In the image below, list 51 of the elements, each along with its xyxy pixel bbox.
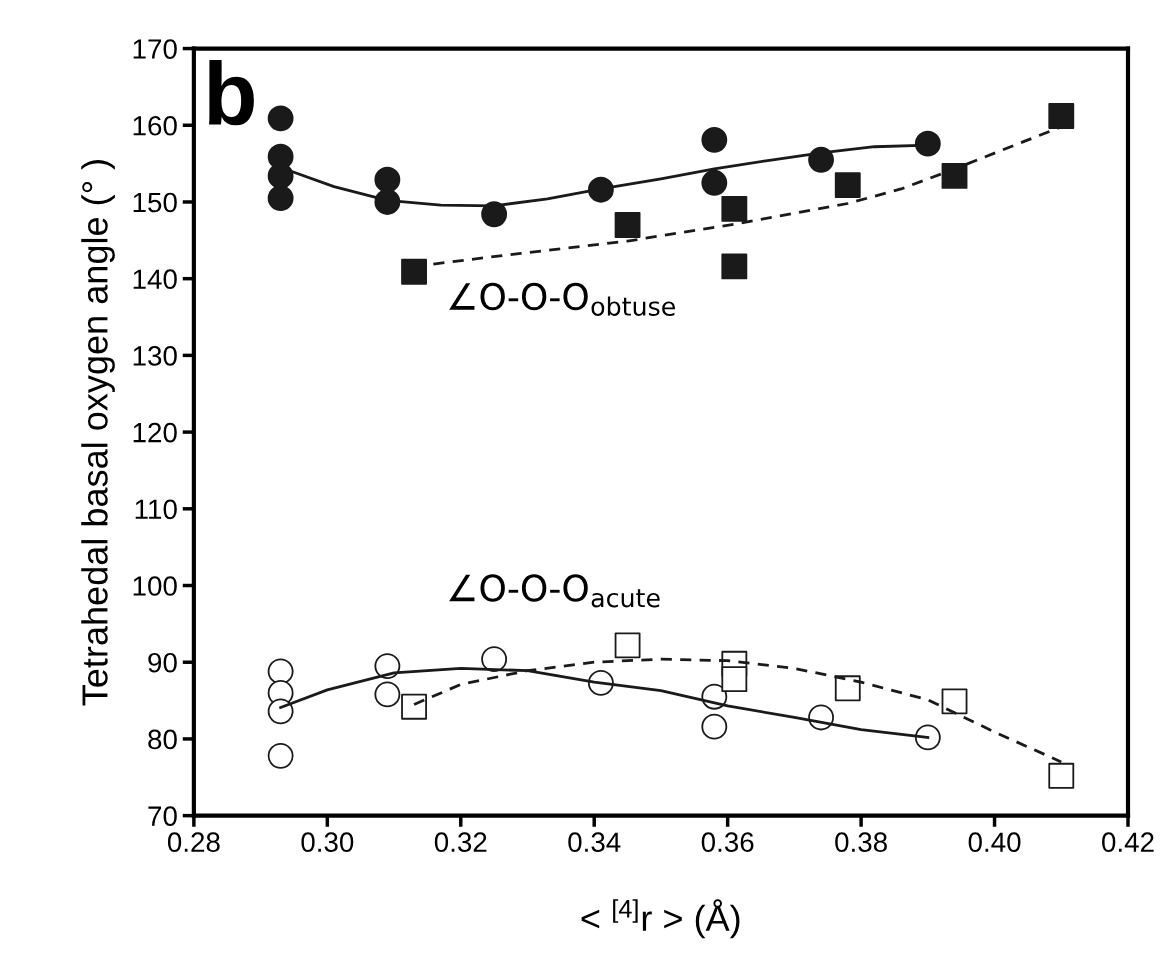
point: [481, 201, 508, 228]
point: [941, 688, 968, 715]
annotation: ∠O-O-O$_{acute}$: [449, 574, 660, 608]
point: [374, 681, 401, 708]
point: [914, 130, 941, 157]
y-tick-label: 120: [133, 422, 177, 443]
point: [721, 253, 748, 280]
point: [701, 169, 728, 196]
y-tick-label: 110: [135, 499, 177, 520]
y-tick-label: 140: [133, 269, 177, 290]
point: [941, 162, 968, 189]
x-tick-label: 0.30: [301, 832, 354, 853]
point: [401, 258, 427, 285]
point: [614, 632, 641, 659]
point: [1048, 762, 1075, 789]
point: [721, 195, 748, 222]
y-tick-label: 80: [148, 729, 177, 750]
point: [267, 105, 294, 132]
x-tick-label: 0.36: [701, 832, 754, 853]
y-tick-label: 130: [133, 346, 177, 366]
point: [721, 666, 748, 693]
annotation: b: [209, 60, 254, 126]
point: [914, 724, 941, 751]
x-tick-label: 0.42: [1102, 832, 1154, 853]
point: [1048, 103, 1075, 129]
y-tick-label: 170: [133, 39, 177, 59]
x-tick-label: 0.34: [568, 832, 621, 853]
point: [701, 713, 728, 740]
x-tick-label: 0.38: [835, 832, 887, 853]
x-tick-label: 0.40: [968, 832, 1021, 853]
y-axis-title: Tetrahedal basal oxygen angle (° ): [81, 160, 115, 706]
point: [481, 646, 508, 673]
y-tick-label: 160: [133, 115, 177, 136]
x-axis-title: < $^{[4]}$r > (Å): [581, 899, 740, 939]
point: [834, 172, 861, 199]
y-tick-label: 90: [148, 652, 177, 673]
point: [267, 742, 294, 769]
y-tick-label: 150: [133, 192, 177, 213]
point: [614, 212, 641, 238]
x-tick-label: 0.28: [167, 832, 220, 853]
x-tick-label: 0.32: [434, 832, 487, 853]
point: [401, 693, 427, 720]
point: [701, 126, 728, 153]
point: [267, 185, 294, 212]
point: [834, 675, 861, 702]
point: [374, 166, 401, 193]
point: [267, 698, 294, 725]
point: [267, 658, 294, 685]
y-tick-label: 100: [133, 576, 177, 596]
annotation: ∠O-O-O$_{obtuse}$: [449, 282, 675, 316]
y-tick-label: 70: [148, 806, 177, 826]
